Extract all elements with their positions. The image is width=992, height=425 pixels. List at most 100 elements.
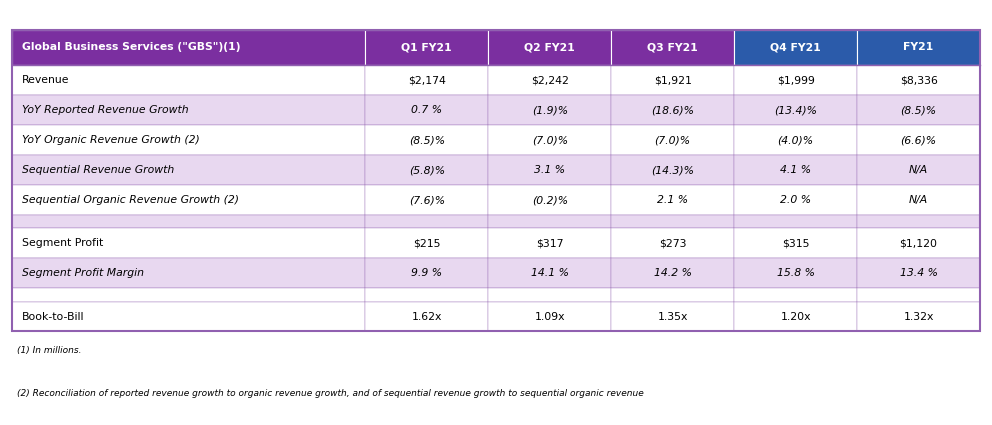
Text: $315: $315 <box>782 238 809 248</box>
Bar <box>611 65 734 95</box>
Text: N/A: N/A <box>909 165 929 175</box>
Bar <box>365 228 488 258</box>
Bar <box>12 215 365 228</box>
Bar <box>857 95 980 125</box>
Text: Q4 FY21: Q4 FY21 <box>770 42 821 52</box>
Bar <box>12 228 365 258</box>
Bar <box>488 228 611 258</box>
Bar <box>611 155 734 185</box>
Bar <box>857 155 980 185</box>
Text: 4.1 %: 4.1 % <box>780 165 811 175</box>
Text: Book-to-Bill: Book-to-Bill <box>22 312 84 321</box>
Bar <box>365 95 488 125</box>
Bar <box>488 65 611 95</box>
Bar <box>12 30 980 332</box>
Text: YoY Organic Revenue Growth (2): YoY Organic Revenue Growth (2) <box>22 135 199 145</box>
Text: $8,336: $8,336 <box>900 75 937 85</box>
Text: 1.62x: 1.62x <box>412 312 442 321</box>
Text: (13.4)%: (13.4)% <box>774 105 817 115</box>
Bar <box>734 185 857 215</box>
Bar <box>488 125 611 155</box>
Text: 14.1 %: 14.1 % <box>531 268 568 278</box>
Bar <box>488 95 611 125</box>
Text: $1,999: $1,999 <box>777 75 814 85</box>
Text: (1.9)%: (1.9)% <box>532 105 567 115</box>
Text: Q3 FY21: Q3 FY21 <box>648 42 698 52</box>
Text: $273: $273 <box>659 238 686 248</box>
Bar <box>734 228 857 258</box>
Text: (7.0)%: (7.0)% <box>655 135 690 145</box>
Bar <box>488 30 611 65</box>
Text: $215: $215 <box>413 238 440 248</box>
Text: Sequential Revenue Growth: Sequential Revenue Growth <box>22 165 174 175</box>
Bar <box>734 258 857 288</box>
Bar <box>365 301 488 332</box>
Text: Sequential Organic Revenue Growth (2): Sequential Organic Revenue Growth (2) <box>22 195 239 205</box>
Bar <box>734 125 857 155</box>
Bar <box>611 185 734 215</box>
Text: (7.0)%: (7.0)% <box>532 135 567 145</box>
Text: 1.09x: 1.09x <box>535 312 565 321</box>
Bar <box>488 155 611 185</box>
Text: (6.6)%: (6.6)% <box>901 135 936 145</box>
Bar <box>12 185 365 215</box>
Bar <box>12 65 365 95</box>
Text: 1.32x: 1.32x <box>904 312 933 321</box>
Text: (0.2)%: (0.2)% <box>532 195 567 205</box>
Bar <box>488 301 611 332</box>
Bar <box>365 185 488 215</box>
Bar <box>12 258 365 288</box>
Text: 2.1 %: 2.1 % <box>657 195 688 205</box>
Bar <box>734 301 857 332</box>
Text: (8.5)%: (8.5)% <box>409 135 444 145</box>
Bar <box>365 155 488 185</box>
Bar <box>365 258 488 288</box>
Text: (8.5)%: (8.5)% <box>901 105 936 115</box>
Bar <box>611 228 734 258</box>
Text: Q2 FY21: Q2 FY21 <box>525 42 575 52</box>
Bar <box>611 288 734 301</box>
Bar <box>365 215 488 228</box>
Bar <box>734 95 857 125</box>
Bar <box>734 288 857 301</box>
Text: YoY Reported Revenue Growth: YoY Reported Revenue Growth <box>22 105 188 115</box>
Bar <box>734 65 857 95</box>
Bar <box>488 288 611 301</box>
Text: 14.2 %: 14.2 % <box>654 268 691 278</box>
Text: 15.8 %: 15.8 % <box>777 268 814 278</box>
Bar <box>12 288 365 301</box>
Text: Segment Profit Margin: Segment Profit Margin <box>22 268 144 278</box>
Bar <box>734 215 857 228</box>
Text: (1) In millions.: (1) In millions. <box>17 346 81 355</box>
Text: $1,120: $1,120 <box>900 238 937 248</box>
Bar <box>611 301 734 332</box>
Bar <box>857 228 980 258</box>
Text: FY21: FY21 <box>904 42 933 52</box>
Text: 2.0 %: 2.0 % <box>780 195 811 205</box>
Text: 9.9 %: 9.9 % <box>412 268 442 278</box>
Bar <box>611 215 734 228</box>
Bar <box>12 125 365 155</box>
Text: (2) Reconciliation of reported revenue growth to organic revenue growth, and of : (2) Reconciliation of reported revenue g… <box>17 389 644 398</box>
Text: Revenue: Revenue <box>22 75 69 85</box>
Bar <box>857 288 980 301</box>
Text: N/A: N/A <box>909 195 929 205</box>
Bar <box>12 155 365 185</box>
Bar <box>857 258 980 288</box>
Bar <box>857 301 980 332</box>
Text: (4.0)%: (4.0)% <box>778 135 813 145</box>
Bar <box>857 215 980 228</box>
Bar <box>857 125 980 155</box>
Bar <box>12 30 365 65</box>
Text: $317: $317 <box>536 238 563 248</box>
Bar <box>857 65 980 95</box>
Bar <box>734 155 857 185</box>
Bar <box>488 258 611 288</box>
Text: Q1 FY21: Q1 FY21 <box>402 42 452 52</box>
Bar <box>365 65 488 95</box>
Bar <box>488 215 611 228</box>
Text: 13.4 %: 13.4 % <box>900 268 937 278</box>
Bar <box>857 30 980 65</box>
Bar <box>365 288 488 301</box>
Bar <box>365 125 488 155</box>
